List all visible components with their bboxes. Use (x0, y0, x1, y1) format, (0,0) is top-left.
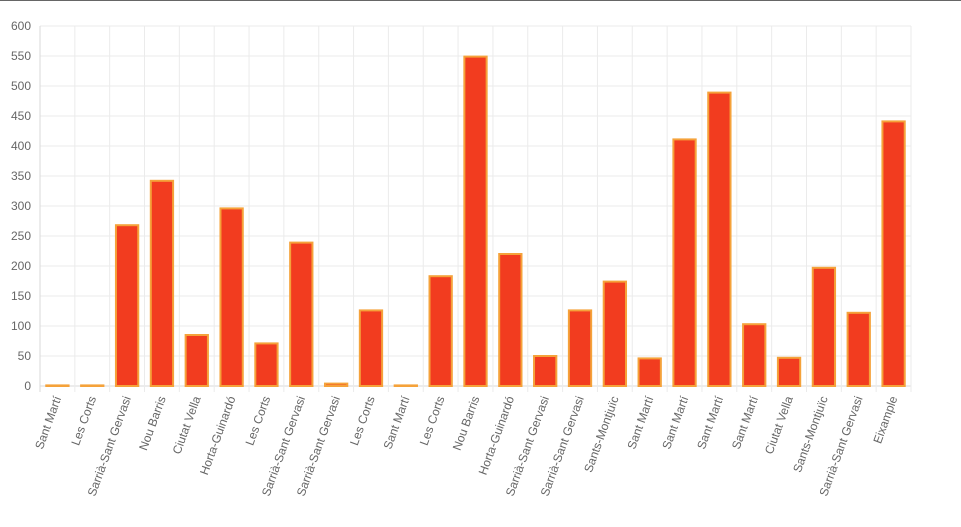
y-tick-label: 100 (11, 319, 31, 333)
bar (289, 241, 314, 387)
bar (45, 384, 70, 387)
bars (45, 55, 906, 388)
y-tick-label: 450 (11, 109, 31, 123)
x-tick-label: Sant Martí (32, 394, 64, 451)
bar (811, 266, 837, 387)
x-tick-label: Sant Martí (624, 394, 656, 451)
bar (498, 253, 523, 387)
bar (881, 120, 906, 388)
x-tick-label: Sants-Montjuïc (581, 394, 622, 474)
bar (742, 323, 767, 388)
y-tick-label: 350 (11, 169, 31, 183)
x-tick-label: Les Corts (68, 394, 99, 447)
y-tick-label: 300 (11, 199, 31, 213)
y-tick-label: 150 (11, 289, 31, 303)
x-tick-label: Les Corts (243, 394, 274, 447)
x-tick-label: Sant Martí (381, 394, 413, 451)
x-tick-label: Sants-Montjuïc (790, 394, 831, 474)
x-tick-label: Les Corts (347, 394, 378, 447)
x-tick-label: Ciutat Vella (762, 394, 796, 456)
bar (602, 280, 628, 388)
bar (846, 311, 871, 387)
x-tick-label: Horta-Guinardó (197, 394, 239, 477)
bar (428, 275, 453, 388)
bar (358, 309, 384, 387)
x-tick-label: Les Corts (417, 394, 448, 447)
x-tick-label: Sant Martí (659, 394, 691, 451)
y-tick-label: 500 (11, 79, 31, 93)
y-tick-label: 550 (11, 49, 31, 63)
y-tick-label: 200 (11, 259, 31, 273)
bar (323, 382, 349, 388)
y-tick-label: 50 (18, 349, 32, 363)
top-border (0, 0, 961, 1)
bar (184, 334, 209, 387)
bar (149, 179, 175, 387)
x-tick-label: Nou Barris (136, 394, 169, 452)
x-tick-label: Ciutat Vella (170, 394, 204, 456)
bar (114, 224, 140, 387)
y-tick-label: 400 (11, 139, 31, 153)
bar (80, 384, 105, 387)
y-tick-label: 0 (24, 379, 31, 393)
x-tick-label: Horta-Guinardó (476, 394, 518, 477)
bar (533, 355, 558, 387)
bar (707, 91, 732, 387)
bar (393, 384, 418, 387)
bar (567, 309, 593, 387)
y-axis: 0 50 100 150 200 250 300 350 400 450 500 550 600 (11, 19, 31, 393)
bar (672, 138, 697, 387)
x-tick-label: Sant Martí (729, 394, 761, 451)
grid (39, 25, 912, 392)
bar (219, 207, 244, 387)
y-tick-label: 250 (11, 229, 31, 243)
bar (637, 357, 662, 387)
bar (254, 342, 279, 387)
bar (776, 356, 802, 387)
y-tick-label: 600 (11, 19, 31, 33)
x-tick-label: Eixample (870, 394, 900, 445)
bar (463, 55, 488, 387)
x-tick-label: Sant Martí (694, 394, 726, 451)
x-tick-label: Nou Barris (450, 394, 483, 452)
